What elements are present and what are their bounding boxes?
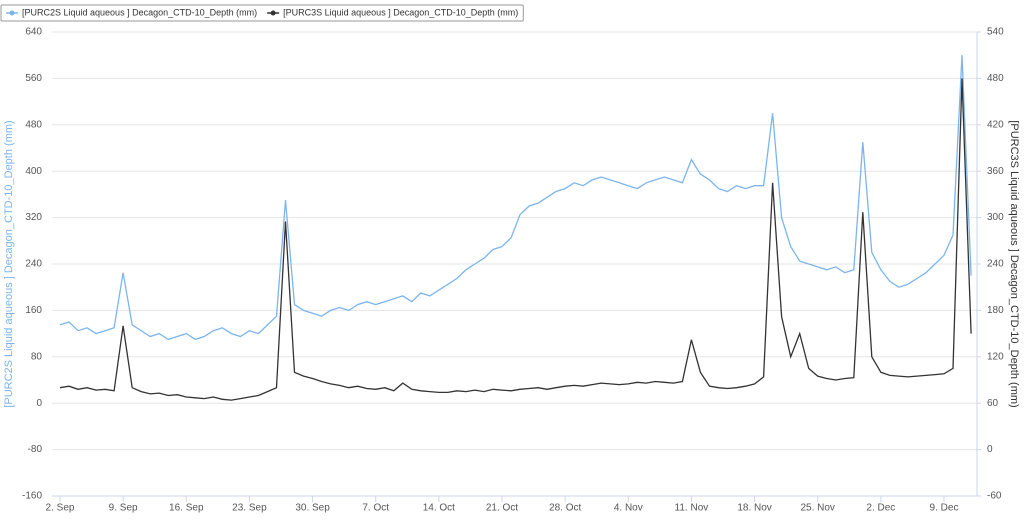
y-tick-label: 0 [36,398,42,409]
y2-tick-label: 540 [987,27,1004,38]
y-tick-label: 240 [25,259,42,270]
x-tick-label: 28. Oct [549,503,581,514]
y2-tick-label: 0 [987,444,993,455]
y2-axis-label: [PURC3S Liquid aqueous ] Decagon_CTD-10_… [1008,120,1020,407]
series-line [59,55,972,341]
legend-marker [270,10,276,16]
y2-tick-label: 60 [987,398,999,409]
x-tick-label: 18. Nov [737,503,771,514]
x-tick-label: 9. Sep [109,503,138,514]
y2-tick-label: 300 [987,212,1004,223]
y2-tick-label: 420 [987,119,1004,130]
legend-label: [PURC3S Liquid aqueous ] Decagon_CTD-10_… [283,7,518,17]
y2-tick-label: -60 [987,491,1002,502]
x-tick-label: 9. Dec [930,503,959,514]
y-tick-label: 160 [25,305,42,316]
x-tick-label: 7. Oct [362,503,389,514]
y-tick-label: -160 [22,491,42,502]
y-tick-label: 640 [25,27,42,38]
y2-tick-label: 180 [987,305,1004,316]
x-tick-label: 21. Oct [486,503,518,514]
x-tick-label: 14. Oct [423,503,455,514]
x-tick-label: 25. Nov [800,503,834,514]
legend-label: [PURC2S Liquid aqueous ] Decagon_CTD-10_… [22,7,257,17]
legend-marker [9,10,15,16]
x-tick-label: 23. Sep [232,503,267,514]
x-tick-label: 2. Sep [46,503,75,514]
x-tick-label: 4. Nov [614,503,643,514]
x-tick-label: 11. Nov [675,503,709,514]
y2-tick-label: 480 [987,73,1004,84]
series-line [59,78,972,401]
y2-tick-label: 240 [987,259,1004,270]
y2-tick-label: 360 [987,166,1004,177]
x-tick-label: 16. Sep [169,503,204,514]
x-tick-label: 30. Sep [295,503,330,514]
y-tick-label: 400 [25,166,42,177]
y-tick-label: 560 [25,73,42,84]
y-tick-label: -80 [28,444,43,455]
y-tick-label: 480 [25,119,42,130]
y-tick-label: 320 [25,212,42,223]
x-tick-label: 2. Dec [866,503,895,514]
y-axis-label: [PURC2S Liquid aqueous ] Decagon_CTD-10_… [3,120,15,407]
y2-tick-label: 120 [987,351,1004,362]
legend-box [0,4,524,22]
y-tick-label: 80 [31,351,43,362]
